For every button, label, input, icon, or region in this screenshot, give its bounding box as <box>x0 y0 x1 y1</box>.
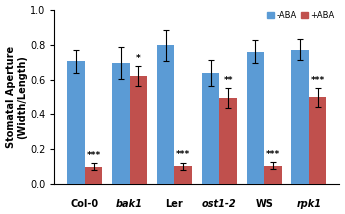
Bar <box>67 61 85 184</box>
Text: rpk1: rpk1 <box>296 199 322 209</box>
Y-axis label: Stomatal Aperture
(Width/Length): Stomatal Aperture (Width/Length) <box>6 46 27 148</box>
Bar <box>247 52 264 184</box>
Text: **: ** <box>223 76 233 85</box>
Bar <box>292 50 309 184</box>
Text: ost1-2: ost1-2 <box>202 199 237 209</box>
Text: WS: WS <box>255 199 273 209</box>
Bar <box>85 167 102 184</box>
Legend: -ABA, +ABA: -ABA, +ABA <box>267 10 335 21</box>
Text: Col-0: Col-0 <box>71 199 99 209</box>
Text: bak1: bak1 <box>116 199 143 209</box>
Text: ***: *** <box>266 150 280 159</box>
Bar <box>112 63 130 184</box>
Bar <box>157 45 175 184</box>
Text: *: * <box>136 54 141 63</box>
Bar <box>264 166 282 184</box>
Text: ***: *** <box>86 151 101 160</box>
Text: ***: *** <box>310 76 325 85</box>
Bar <box>175 166 192 184</box>
Bar <box>202 73 219 184</box>
Text: Ler: Ler <box>166 199 183 209</box>
Bar <box>219 98 237 184</box>
Bar <box>309 97 326 184</box>
Text: ***: *** <box>176 150 190 159</box>
Bar <box>130 76 147 184</box>
